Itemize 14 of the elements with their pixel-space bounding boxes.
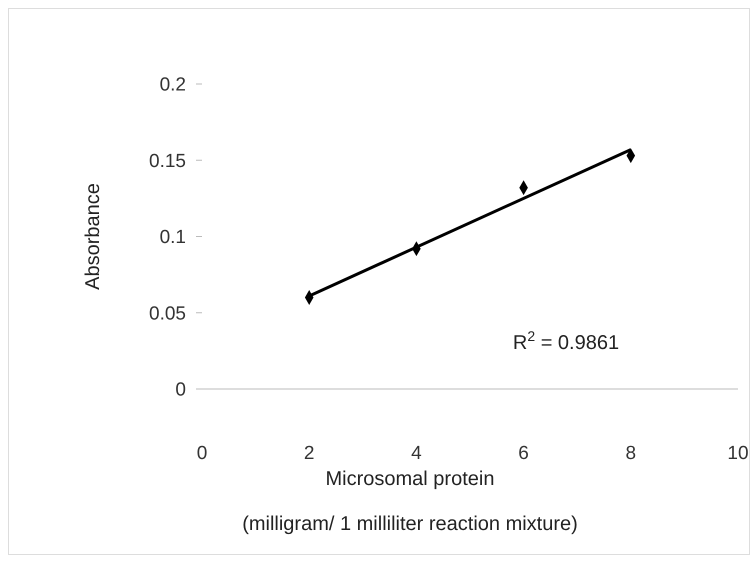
y-tick-label: 0.15 [149, 150, 186, 172]
y-tick-label: 0.2 [160, 74, 186, 96]
x-tick-label: 10 [727, 443, 749, 464]
x-tick-label: 2 [304, 443, 314, 464]
y-tick-label: 0.1 [160, 227, 186, 248]
annotation: R$^{2}$ = 0.9861 [512, 328, 620, 354]
x-tick-label: 6 [518, 443, 529, 464]
y-tick-label: 0 [175, 380, 186, 401]
x-tick-label: 4 [411, 443, 422, 464]
x-tick-label: 8 [626, 443, 636, 464]
x-axis-title: Microsomal protein (milligram/ 1 milliliter reaction mixture) [242, 468, 578, 535]
y-axis-title: Absorbance [82, 183, 104, 290]
y-tick-label: 0.05 [149, 303, 186, 324]
x-tick-label: 0 [196, 443, 208, 464]
